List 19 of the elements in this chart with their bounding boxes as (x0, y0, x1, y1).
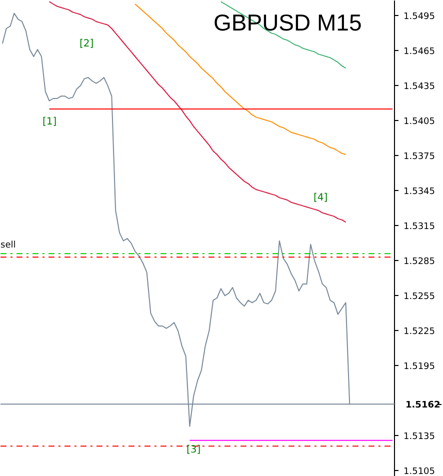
y-tick-label: 1.5495 (404, 12, 435, 22)
y-tick-label: 1.5285 (404, 257, 435, 268)
y-tick-label: 1.5225 (404, 327, 435, 338)
ref-line-label: sell (0, 240, 16, 251)
y-tick-label: 1.5345 (404, 187, 435, 198)
annotation: [1] (42, 116, 57, 128)
y-tick-label: 1.5405 (404, 117, 435, 128)
y-tick-label: 1.5375 (404, 152, 435, 162)
annotation: [2] (80, 38, 94, 50)
y-tick-label: 1.5465 (404, 47, 435, 58)
ref-line-label: 1.5162 (406, 400, 440, 411)
y-tick-label: 1.5315 (404, 222, 435, 232)
annotation: [4] (314, 192, 328, 204)
y-tick-label: 1.5135 (404, 432, 435, 442)
y-tick-label: 1.5195 (404, 362, 435, 372)
y-tick-label: 1.5255 (404, 292, 435, 302)
annotation: [3] (186, 444, 201, 456)
y-tick-label: 1.5105 (404, 467, 435, 476)
y-tick-label: 1.5435 (404, 82, 435, 92)
